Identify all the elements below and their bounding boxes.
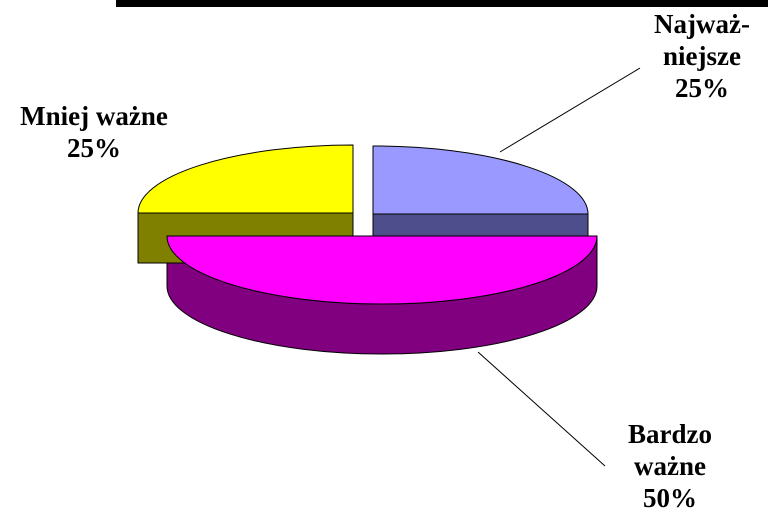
label-bardzo-wazne-line2: ważne [634,451,706,481]
label-mniej-wazne: Mniej ważne 25% [4,100,184,164]
label-mniej-wazne-value: 25% [67,133,121,163]
label-bardzo-wazne-line1: Bardzo [628,419,712,449]
label-bardzo-wazne: Bardzo ważne 50% [612,418,728,514]
label-bardzo-wazne-value: 50% [643,483,697,513]
label-najwazniejsze: Najważ- niejsze 25% [646,8,758,104]
slice-mniej-wazne-top [137,144,354,214]
slice-najwazniejsze-leader-line [499,67,641,153]
label-najwazniejsze-line2: niejsze [663,41,741,71]
label-najwazniejsze-value: 25% [675,73,729,103]
slice-najwazniejsze-top [372,145,589,215]
slice-bardzo-wazne-top [166,235,598,305]
slice-bardzo-wazne-leader-line [477,351,606,467]
label-mniej-wazne-line1: Mniej ważne [20,101,168,131]
label-najwazniejsze-line1: Najważ- [654,9,750,39]
top-border-bar [116,0,768,7]
